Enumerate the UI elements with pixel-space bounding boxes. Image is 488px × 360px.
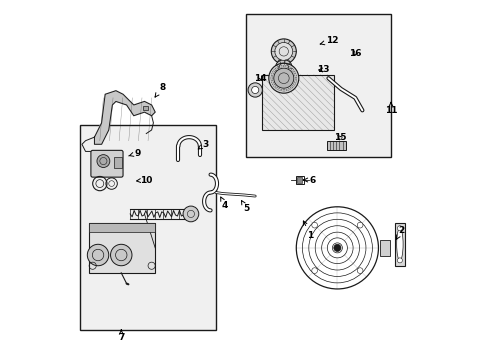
Circle shape bbox=[271, 39, 296, 64]
Text: 16: 16 bbox=[348, 49, 361, 58]
Text: 12: 12 bbox=[320, 36, 338, 45]
Text: 1: 1 bbox=[303, 221, 313, 240]
Circle shape bbox=[273, 68, 293, 88]
FancyBboxPatch shape bbox=[91, 150, 123, 177]
Circle shape bbox=[357, 268, 362, 274]
Text: 5: 5 bbox=[241, 201, 249, 213]
Circle shape bbox=[275, 60, 292, 77]
Bar bbox=[326, 141, 346, 150]
Circle shape bbox=[397, 226, 402, 231]
Polygon shape bbox=[94, 91, 155, 144]
Circle shape bbox=[397, 258, 402, 263]
Bar bbox=[80, 125, 216, 330]
Ellipse shape bbox=[396, 228, 402, 260]
Circle shape bbox=[251, 86, 258, 94]
Text: 13: 13 bbox=[316, 66, 328, 75]
Circle shape bbox=[183, 206, 198, 222]
Bar bbox=[295, 176, 304, 184]
Bar bbox=[114, 157, 122, 168]
Text: 2: 2 bbox=[395, 225, 404, 240]
Text: 15: 15 bbox=[333, 133, 346, 142]
Text: 4: 4 bbox=[220, 197, 227, 210]
Text: 10: 10 bbox=[136, 176, 152, 185]
Text: 11: 11 bbox=[384, 103, 396, 115]
Circle shape bbox=[311, 268, 317, 274]
Circle shape bbox=[357, 222, 362, 228]
Circle shape bbox=[87, 244, 108, 266]
Text: 14: 14 bbox=[254, 74, 266, 83]
Bar bbox=[142, 106, 148, 111]
Circle shape bbox=[247, 83, 262, 97]
Bar bbox=[297, 177, 302, 183]
Bar bbox=[379, 240, 389, 256]
Circle shape bbox=[97, 155, 110, 167]
Circle shape bbox=[311, 222, 317, 228]
Bar bbox=[394, 223, 405, 266]
Text: 3: 3 bbox=[198, 140, 208, 149]
Circle shape bbox=[268, 63, 298, 93]
Text: 7: 7 bbox=[118, 330, 124, 342]
Text: 9: 9 bbox=[128, 149, 140, 158]
Text: 6: 6 bbox=[303, 176, 315, 185]
Text: 8: 8 bbox=[155, 83, 165, 97]
Circle shape bbox=[110, 244, 132, 266]
Bar bbox=[89, 223, 155, 232]
Bar bbox=[246, 14, 390, 157]
Circle shape bbox=[274, 42, 292, 60]
Circle shape bbox=[333, 244, 340, 251]
Bar bbox=[262, 75, 333, 130]
Bar bbox=[89, 223, 155, 273]
